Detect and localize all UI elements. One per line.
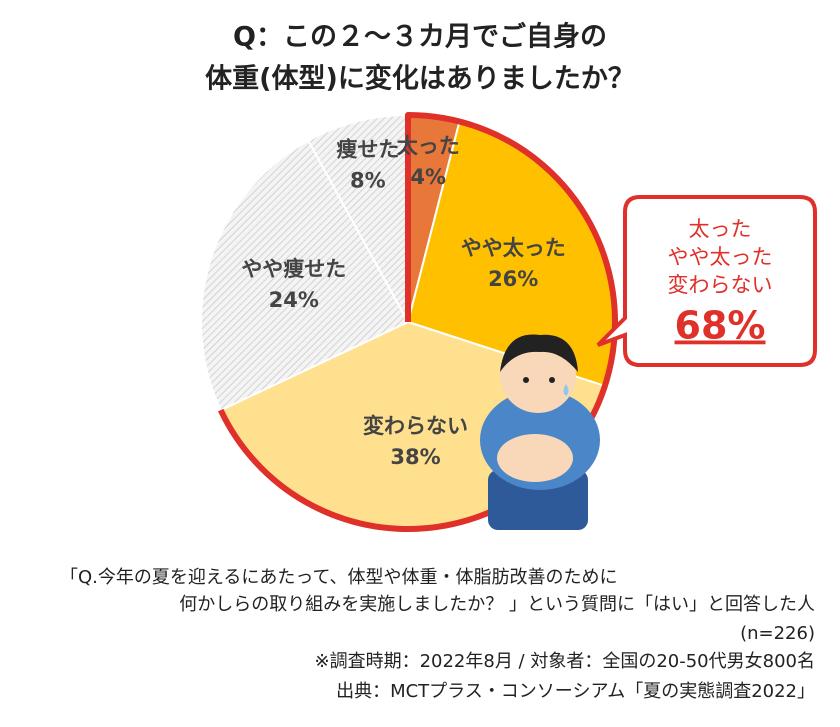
value-label: 8% (350, 169, 386, 193)
footnote: 出典：MCTプラス・コンソーシアム「夏の実態調査2022」 (336, 681, 815, 702)
pie-slice (200, 139, 410, 412)
chart-title: 体重(体型)に変化はありましたか？ (205, 63, 635, 95)
value-label: 26% (488, 267, 538, 291)
value-label: 38% (390, 445, 440, 469)
category-label: やや太った (461, 236, 566, 260)
callout-total: 68% (675, 304, 766, 348)
footnote: ※調査時期：2022年8月 / 対象者：全国の20-50代男女800名 (314, 651, 815, 672)
category-label: やや痩せた (241, 257, 346, 281)
category-label: 痩せた (336, 138, 399, 162)
category-label: 太った (397, 134, 460, 158)
value-label: 4% (410, 165, 446, 189)
footnote: 「Q.今年の夏を迎えるにあたって、体型や体重・体脂肪改善のために (60, 567, 618, 588)
callout: 太った やや太った 変わらない 68% (596, 195, 817, 367)
footnote: 何かしらの取り組みを実施しましたか？ 」という質問に「はい」と回答した人 (179, 594, 815, 615)
callout-line: やや太った (668, 245, 773, 269)
callout-line: 変わらない (668, 273, 773, 297)
callout-line: 太った (689, 217, 752, 241)
category-label: 変わらない (363, 414, 468, 438)
value-label: 24% (269, 288, 319, 312)
footnote: (n=226) (740, 623, 815, 644)
chart-title: Q：この２～３カ月でご自身の (233, 21, 607, 53)
illustration (480, 334, 600, 530)
